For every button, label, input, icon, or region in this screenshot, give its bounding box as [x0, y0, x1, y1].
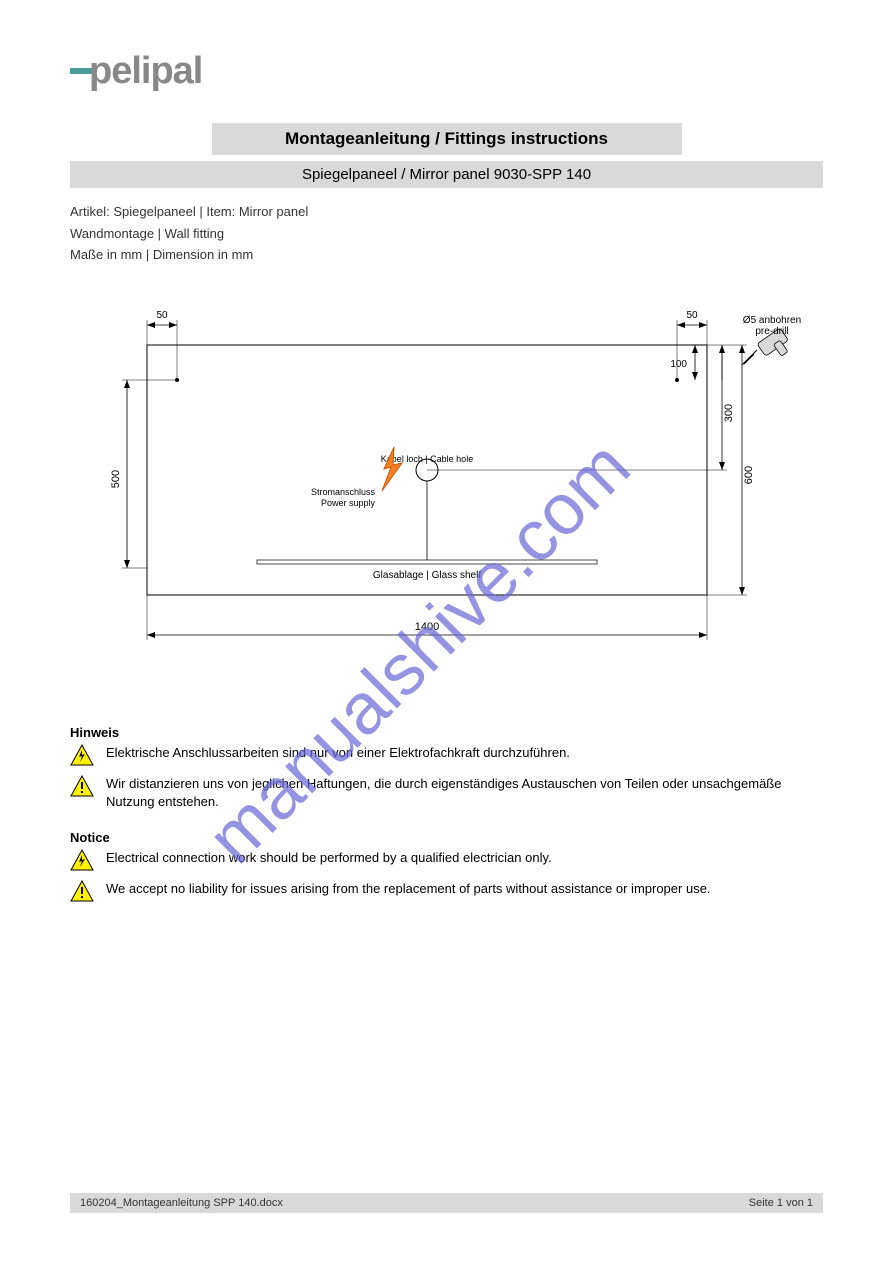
notice-text: Elektrische Anschlussarbeiten sind nur v…: [106, 744, 823, 763]
footer-filename: 160204_Montageanleitung SPP 140.docx: [80, 1197, 283, 1209]
svg-text:Glasablage | Glass shelf: Glasablage | Glass shelf: [372, 570, 480, 581]
notice-row: Wir distanzieren uns von jeglichen Haftu…: [70, 775, 823, 813]
svg-text:Stromanschluss: Stromanschluss: [310, 487, 375, 497]
warning-icon: [70, 775, 96, 802]
technical-diagram: 1400 500 600 300 50: [87, 285, 807, 685]
footer: 160204_Montageanleitung SPP 140.docx Sei…: [70, 1193, 823, 1213]
svg-text:Power supply: Power supply: [320, 498, 375, 508]
svg-text:50: 50: [156, 310, 168, 321]
logo-text: pelipal: [89, 50, 202, 92]
page-subtitle: Spiegelpaneel / Mirror panel 9030-SPP 14…: [70, 161, 823, 188]
svg-text:50: 50: [686, 310, 698, 321]
warning-icon: [70, 880, 96, 907]
svg-text:600: 600: [743, 465, 755, 483]
svg-text:100: 100: [670, 359, 687, 370]
page-title: Montageanleitung / Fittings instructions: [212, 123, 682, 155]
footer-page: Seite 1 von 1: [749, 1197, 813, 1209]
electric-warning-icon: [70, 849, 96, 876]
notice-text: Wir distanzieren uns von jeglichen Haftu…: [106, 775, 823, 813]
notice-row: We accept no liability for issues arisin…: [70, 880, 823, 907]
svg-text:500: 500: [110, 469, 122, 487]
svg-text:pre-drill: pre-drill: [755, 326, 788, 337]
notice-text: Electrical connection work should be per…: [106, 849, 823, 868]
notice-text: We accept no liability for issues arisin…: [106, 880, 823, 899]
notice-row: Electrical connection work should be per…: [70, 849, 823, 876]
svg-text:300: 300: [723, 403, 735, 421]
svg-text:Kabel loch | Cable hole: Kabel loch | Cable hole: [380, 454, 472, 464]
svg-text:Ø5 anbohren: Ø5 anbohren: [742, 315, 800, 326]
brand-logo: pelipal: [70, 50, 202, 93]
info-line: Artikel: Spiegelpaneel | Item: Mirror pa…: [70, 202, 823, 222]
section-title-en: Notice: [70, 830, 823, 845]
section-title-de: Hinweis: [70, 725, 823, 740]
info-line: Maße in mm | Dimension in mm: [70, 245, 823, 265]
electric-warning-icon: [70, 744, 96, 771]
notice-row: Elektrische Anschlussarbeiten sind nur v…: [70, 744, 823, 771]
info-block: Artikel: Spiegelpaneel | Item: Mirror pa…: [70, 202, 823, 265]
info-line: Wandmontage | Wall fitting: [70, 224, 823, 244]
dim-width-label: 1400: [414, 621, 438, 633]
